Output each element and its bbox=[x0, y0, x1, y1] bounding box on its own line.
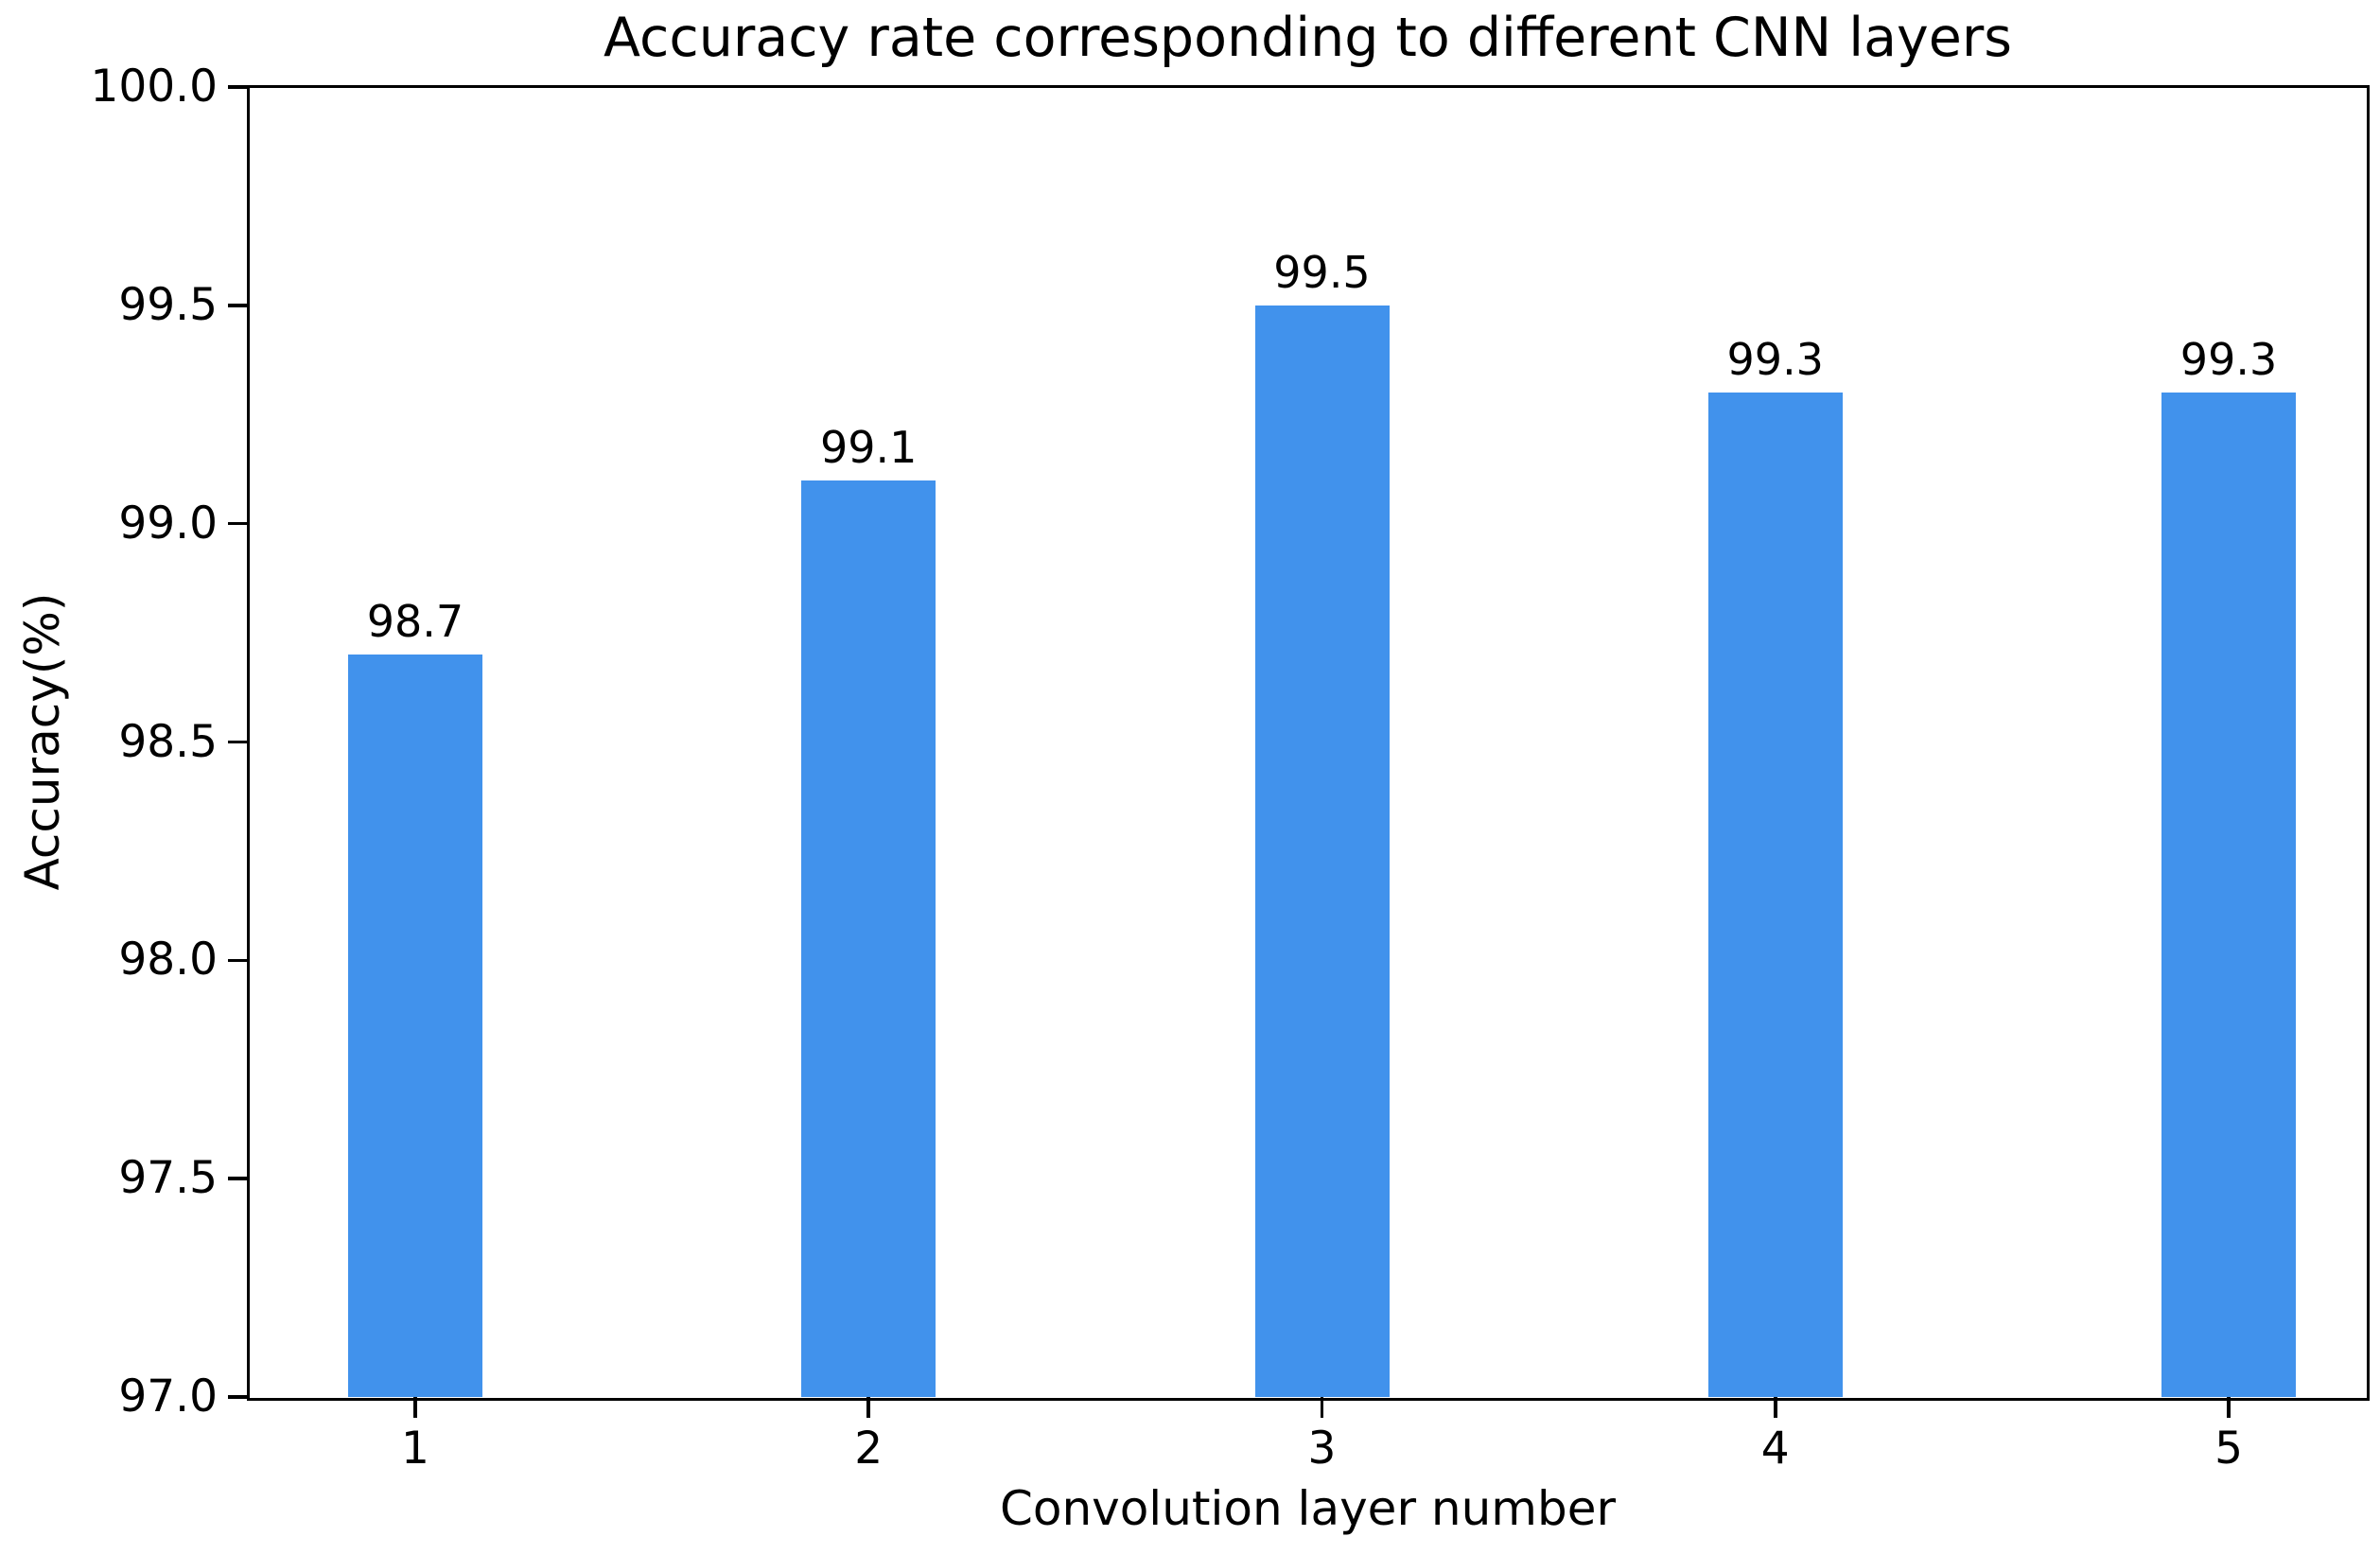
x-tick-mark bbox=[413, 1397, 417, 1418]
bar bbox=[2161, 393, 2297, 1397]
y-tick-label: 97.5 bbox=[118, 1152, 218, 1205]
chart-title: Accuracy rate corresponding to different… bbox=[604, 7, 2012, 69]
y-tick-label: 98.5 bbox=[118, 715, 218, 768]
y-tick-label: 100.0 bbox=[90, 61, 218, 113]
x-tick-label: 1 bbox=[401, 1423, 429, 1475]
bar bbox=[1254, 305, 1390, 1397]
bar-value-label: 99.3 bbox=[2179, 334, 2278, 386]
y-tick-label: 99.0 bbox=[118, 497, 218, 550]
x-tick-mark bbox=[1320, 1397, 1324, 1418]
x-tick-mark bbox=[2227, 1397, 2231, 1418]
x-tick-mark bbox=[1774, 1397, 1777, 1418]
y-tick-mark bbox=[228, 521, 249, 526]
x-tick-label: 3 bbox=[1307, 1423, 1337, 1475]
y-tick-mark bbox=[228, 740, 249, 744]
y-tick-label: 99.5 bbox=[118, 278, 218, 331]
bar-value-label: 99.3 bbox=[1726, 334, 1824, 386]
bar-value-label: 99.1 bbox=[820, 421, 918, 473]
bar bbox=[801, 480, 936, 1397]
bar-value-label: 99.5 bbox=[1273, 246, 1371, 298]
y-tick-label: 97.0 bbox=[118, 1371, 218, 1423]
x-tick-mark bbox=[866, 1397, 870, 1418]
y-tick-mark bbox=[228, 1395, 249, 1399]
bar bbox=[347, 655, 482, 1397]
x-axis-label: Convolution layer number bbox=[999, 1481, 1617, 1536]
y-tick-mark bbox=[228, 958, 249, 963]
y-tick-mark bbox=[228, 1177, 249, 1180]
x-tick-label: 4 bbox=[1760, 1423, 1790, 1475]
y-tick-label: 98.0 bbox=[118, 934, 218, 987]
x-tick-label: 5 bbox=[2214, 1423, 2243, 1475]
y-tick-mark bbox=[228, 304, 249, 307]
bar bbox=[1707, 393, 1843, 1397]
x-tick-label: 2 bbox=[854, 1423, 884, 1475]
y-tick-mark bbox=[228, 85, 249, 89]
bar-value-label: 98.7 bbox=[366, 596, 464, 648]
